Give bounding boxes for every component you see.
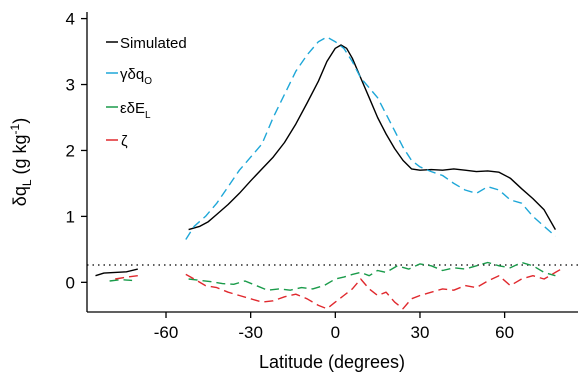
legend-entry-simulated: Simulated (106, 35, 187, 52)
legend-label-gamma: γδqO (120, 66, 152, 87)
y-axis-label-units: (g kg (10, 134, 30, 179)
y-tick-label: 0 (66, 273, 75, 292)
legend-label-epsilon-sub: L (145, 110, 151, 121)
y-tick-label: 4 (66, 10, 75, 29)
y-axis-label-units-close: ) (10, 118, 30, 124)
series-line-gamma-dq-o-0 (185, 36, 556, 240)
legend-label-zeta-main: ζ (121, 133, 128, 150)
series-line-zeta-1 (185, 268, 562, 310)
series-line-zeta-0 (115, 275, 138, 280)
legend-label-gamma-main: γδq (120, 66, 144, 83)
y-axis-label-sub: L (20, 179, 34, 186)
legend-entry-epsilon: εδEL (106, 100, 151, 121)
x-ticks: -60 -30 0 30 60 (154, 312, 514, 342)
y-tick-label: 2 (66, 141, 75, 160)
x-tick-label: 0 (331, 323, 340, 342)
x-tick-label: -30 (238, 323, 263, 342)
legend-label-epsilon-main: εδE (120, 100, 145, 117)
plot-area: -60 -30 0 30 60 0 1 2 3 4 (66, 10, 578, 342)
legend-entry-gamma: γδqO (106, 66, 152, 87)
x-tick-label: 30 (411, 323, 430, 342)
legend-label-gamma-sub: O (144, 76, 152, 87)
y-ticks: 0 1 2 3 4 (66, 10, 87, 292)
legend-label-epsilon: εδEL (120, 100, 151, 121)
legend-entry-zeta: ζ (106, 133, 128, 150)
x-tick-label: -60 (154, 323, 179, 342)
y-tick-label: 1 (66, 207, 75, 226)
series-line-simulated-1 (188, 44, 557, 231)
series-layer (95, 36, 562, 310)
legend-label-simulated-main: Simulated (120, 35, 187, 52)
y-axis-label-main: δq (10, 186, 30, 206)
y-axis-label: δqL (g kg-1) (8, 118, 34, 206)
x-axis-label: Latitude (degrees) (259, 352, 405, 372)
y-axis-label-units-sup: -1 (8, 123, 22, 134)
series-line-epsilon-de-l-1 (188, 261, 556, 291)
series-line-epsilon-de-l-0 (109, 279, 133, 282)
x-tick-label: 60 (495, 323, 514, 342)
legend-label-zeta: ζ (121, 133, 128, 150)
y-tick-label: 3 (66, 76, 75, 95)
legend-label-simulated: Simulated (120, 35, 187, 52)
series-line-simulated-0 (95, 268, 138, 277)
legend: Simulated γδqO εδEL ζ (106, 35, 187, 150)
